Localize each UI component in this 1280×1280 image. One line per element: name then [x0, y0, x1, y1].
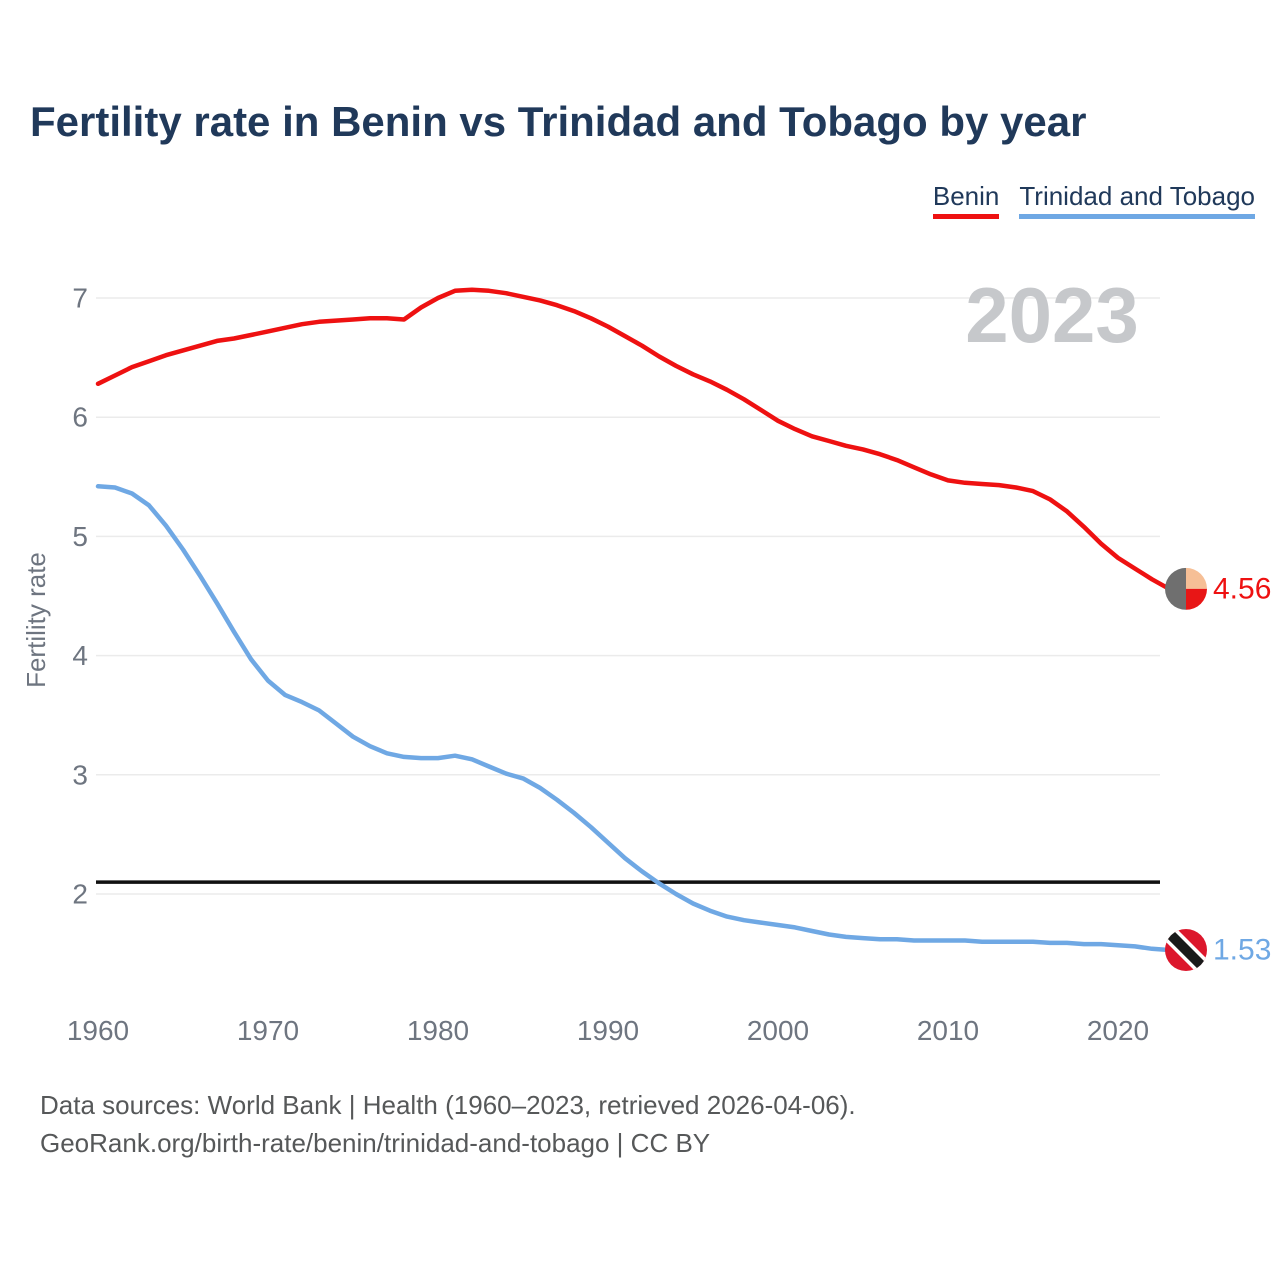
y-tick-label-5: 5: [72, 521, 88, 552]
y-tick-label-3: 3: [72, 759, 88, 790]
x-tick-label-1960: 1960: [67, 1015, 129, 1046]
series-line-benin[interactable]: [95, 287, 1172, 592]
trinidad-and-tobago-flag-icon: [1165, 929, 1207, 972]
series-line-trinidad-and-tobago[interactable]: [95, 484, 1172, 953]
legend-label-benin: Benin: [932, 181, 1000, 211]
x-tick-label-1970: 1970: [237, 1015, 299, 1046]
benin-flag-icon: [1165, 567, 1207, 610]
y-tick-label-7: 7: [72, 283, 88, 314]
page-title: Fertility rate in Benin vs Trinidad and …: [30, 98, 1087, 145]
legend-item-benin[interactable]: Benin: [932, 181, 1000, 219]
legend-item-trinidad-and-tobago[interactable]: Trinidad and Tobago: [1019, 183, 1255, 219]
y-axis-label: Fertility rate: [21, 552, 51, 688]
x-tick-label-2020: 2020: [1087, 1015, 1149, 1046]
footer-data-sources: Data sources: World Bank | Health (1960–…: [40, 1090, 856, 1120]
x-tick-label-1980: 1980: [407, 1015, 469, 1046]
end-value-label-benin: 4.56: [1213, 572, 1271, 605]
legend-label-trinidad-and-tobago: Trinidad and Tobago: [1019, 181, 1255, 211]
footer: Data sources: World Bank | Health (1960–…: [40, 1086, 1240, 1162]
end-value-label-trinidad-and-tobago: 1.53: [1213, 934, 1271, 967]
y-tick-label-6: 6: [72, 402, 88, 433]
watermark-year: 2023: [965, 271, 1139, 359]
x-tick-label-2000: 2000: [747, 1015, 809, 1046]
y-tick-label-4: 4: [72, 640, 88, 671]
y-tick-label-2: 2: [72, 879, 88, 910]
legend: Benin Trinidad and Tobago: [932, 181, 1255, 219]
x-tick-label-2010: 2010: [917, 1015, 979, 1046]
x-tick-label-1990: 1990: [577, 1015, 639, 1046]
footer-attribution: GeoRank.org/birth-rate/benin/trinidad-an…: [40, 1128, 711, 1158]
